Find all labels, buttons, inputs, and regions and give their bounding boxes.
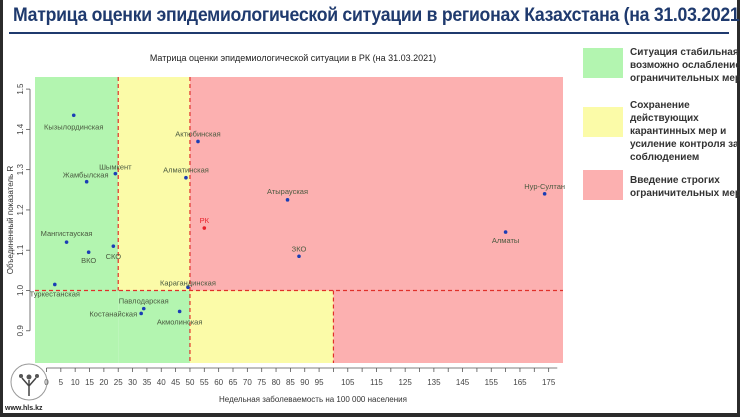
scatter-chart: Матрица оценки эпидемиологической ситуац… <box>6 53 565 404</box>
point-label: Актюбинская <box>175 129 220 138</box>
data-point <box>503 230 508 234</box>
legend-label: Введение строгих ограничительных мер <box>630 175 740 199</box>
x-tick-label: 75 <box>257 378 266 387</box>
legend-swatch-red <box>583 170 623 200</box>
logo-icon <box>10 363 48 401</box>
x-tick-label: 175 <box>542 378 556 387</box>
legend-swatch-green <box>583 48 623 78</box>
zone-yellow <box>189 290 334 363</box>
y-tick-label: 1.5 <box>16 83 25 95</box>
data-point <box>297 254 301 259</box>
data-point <box>113 171 118 176</box>
x-tick-label: 40 <box>157 378 166 387</box>
y-tick-label: 1.0 <box>16 284 25 296</box>
point-label: Павлодарская <box>119 297 169 306</box>
zone-green <box>35 77 119 363</box>
point-label: Атырауская <box>267 187 308 196</box>
data-point <box>64 240 69 244</box>
legend-label: Ситуация стабильная, возможно ослабление… <box>630 47 740 84</box>
point-label: Кызылординская <box>44 122 103 131</box>
website-link[interactable]: www.hls.kz <box>5 405 43 412</box>
point-label: ЗКО <box>292 244 307 253</box>
x-tick-label: 105 <box>341 378 355 387</box>
point-label: Жамбылская <box>63 171 109 180</box>
point-label: Мангистауская <box>41 229 93 238</box>
legend-item-green: Ситуация стабильная, возможно ослабление… <box>583 46 740 85</box>
data-point <box>184 175 188 180</box>
y-tick-label: 1.1 <box>16 244 25 256</box>
x-tick-label: 55 <box>200 378 209 387</box>
y-axis-label: Объединенный показатель R <box>6 166 15 275</box>
point-label: РК <box>200 216 210 225</box>
x-tick-label: 60 <box>214 378 223 387</box>
data-point <box>196 139 200 144</box>
data-point <box>141 306 146 311</box>
y-tick-label: 1.2 <box>16 204 25 216</box>
x-tick-label: 95 <box>315 378 324 387</box>
legend-label: Сохранение действующих карантинных мер и… <box>630 100 740 163</box>
title-divider <box>9 32 729 34</box>
x-tick-label: 115 <box>370 378 383 387</box>
data-point <box>84 179 89 184</box>
zone-red <box>333 290 563 363</box>
data-point <box>186 285 190 290</box>
zone-green <box>118 290 190 363</box>
x-tick-label: 65 <box>229 378 238 387</box>
x-tick-label: 20 <box>99 378 108 387</box>
point-label: Туркестанская <box>30 289 80 298</box>
slide-title: Матрица оценки эпидемиологической ситуац… <box>13 5 740 26</box>
zone-yellow <box>118 77 190 291</box>
x-tick-label: 145 <box>456 378 470 387</box>
x-tick-label: 125 <box>398 378 412 387</box>
x-tick-label: 45 <box>171 378 180 387</box>
y-tick-label: 1.3 <box>16 164 25 176</box>
y-tick-label: 1.4 <box>16 123 25 135</box>
point-label: Алматинская <box>163 166 209 175</box>
point-label: СКО <box>106 252 122 261</box>
y-tick-label: 0.9 <box>16 325 25 337</box>
slide: Матрица оценки эпидемиологической ситуац… <box>3 0 740 413</box>
x-tick-label: 10 <box>71 378 80 387</box>
point-label: Шымкент <box>99 163 132 172</box>
data-point <box>542 192 547 196</box>
data-point <box>86 250 91 255</box>
chart-title: Матрица оценки эпидемиологической ситуац… <box>150 53 436 63</box>
x-tick-label: 90 <box>300 378 309 387</box>
x-tick-label: 30 <box>128 378 137 387</box>
zone-red <box>189 77 563 291</box>
data-point <box>139 311 143 316</box>
point-label: Нур-Султан <box>524 182 565 191</box>
data-point <box>111 244 116 248</box>
point-label: Костанайская <box>89 309 137 318</box>
x-tick-label: 25 <box>114 378 123 387</box>
point-label: ВКО <box>81 256 96 265</box>
x-tick-label: 135 <box>427 378 441 387</box>
x-tick-label: 85 <box>286 378 295 387</box>
legend-swatch-yellow <box>583 107 623 137</box>
x-tick-label: 70 <box>243 378 252 387</box>
point-label: Алматы <box>492 236 519 245</box>
x-tick-label: 50 <box>186 378 195 387</box>
x-tick-label: 15 <box>85 378 94 387</box>
legend-item-red: Введение строгих ограничительных мер <box>583 170 740 200</box>
data-point <box>177 309 182 314</box>
point-label: Карагандинская <box>160 278 216 287</box>
data-point <box>202 226 207 230</box>
point-label: Акмолинская <box>157 317 203 326</box>
x-tick-label: 35 <box>142 378 151 387</box>
x-tick-label: 5 <box>59 378 64 387</box>
data-point <box>71 113 76 118</box>
legend-item-yellow: Сохранение действующих карантинных мер и… <box>583 99 740 164</box>
x-tick-label: 165 <box>513 378 527 387</box>
x-axis-label: Недельная заболеваемость на 100 000 насе… <box>219 395 407 404</box>
x-tick-label: 155 <box>485 378 499 387</box>
data-point <box>53 282 57 287</box>
x-tick-label: 80 <box>272 378 281 387</box>
data-point <box>285 198 290 202</box>
